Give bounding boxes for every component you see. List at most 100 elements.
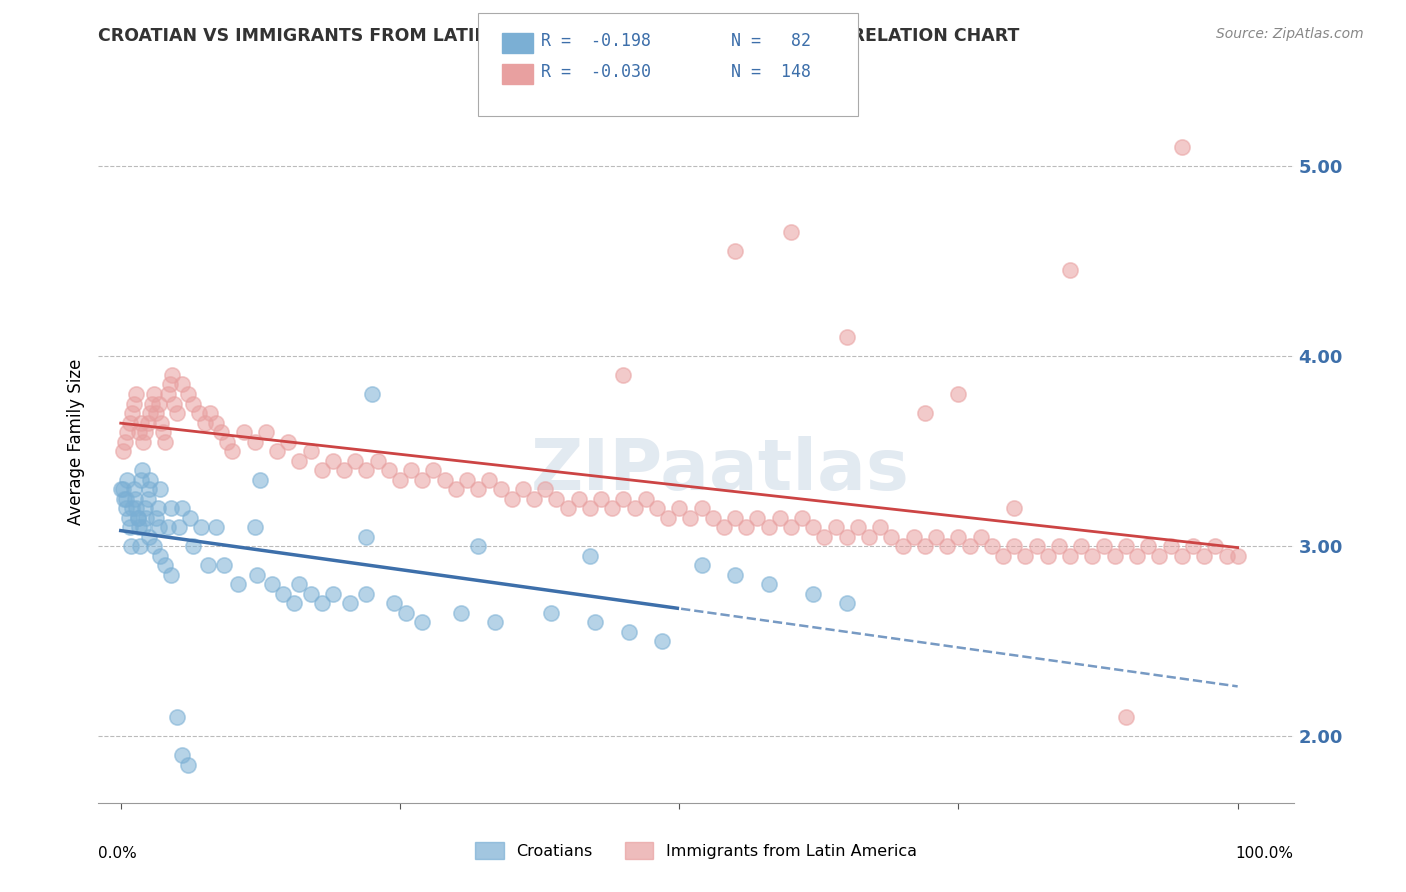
Point bbox=[243, 520, 266, 534]
Point bbox=[129, 416, 152, 430]
Point bbox=[612, 368, 634, 382]
Point bbox=[540, 606, 562, 620]
Point bbox=[138, 482, 160, 496]
Point bbox=[141, 396, 163, 410]
Point bbox=[1025, 539, 1047, 553]
Point bbox=[166, 406, 188, 420]
Point bbox=[145, 406, 167, 420]
Point bbox=[311, 596, 333, 610]
Point bbox=[128, 539, 150, 553]
Point bbox=[925, 530, 948, 544]
Point bbox=[668, 501, 690, 516]
Point bbox=[891, 539, 914, 553]
Point bbox=[1115, 539, 1137, 553]
Point bbox=[612, 491, 634, 506]
Point bbox=[645, 501, 668, 516]
Point bbox=[172, 748, 194, 763]
Point bbox=[299, 587, 322, 601]
Point bbox=[132, 434, 155, 449]
Point bbox=[835, 530, 858, 544]
Point bbox=[1149, 549, 1171, 563]
Point bbox=[179, 510, 201, 524]
Point bbox=[127, 510, 149, 524]
Point bbox=[118, 416, 141, 430]
Point bbox=[322, 587, 344, 601]
Point bbox=[880, 530, 903, 544]
Point bbox=[190, 520, 212, 534]
Point bbox=[948, 530, 970, 544]
Point bbox=[232, 425, 254, 439]
Point bbox=[209, 425, 232, 439]
Point bbox=[160, 501, 183, 516]
Point bbox=[111, 482, 134, 496]
Point bbox=[134, 425, 156, 439]
Point bbox=[579, 549, 602, 563]
Point bbox=[467, 539, 489, 553]
Point bbox=[155, 558, 177, 573]
Point bbox=[546, 491, 568, 506]
Point bbox=[110, 482, 132, 496]
Point bbox=[579, 501, 602, 516]
Point bbox=[121, 406, 143, 420]
Point bbox=[970, 530, 993, 544]
Point bbox=[143, 387, 166, 401]
Point bbox=[1059, 549, 1081, 563]
Point bbox=[388, 473, 411, 487]
Text: R =  -0.030: R = -0.030 bbox=[541, 63, 651, 81]
Point bbox=[197, 558, 219, 573]
Point bbox=[1047, 539, 1070, 553]
Point bbox=[846, 520, 869, 534]
Point bbox=[444, 482, 467, 496]
Point bbox=[121, 501, 143, 516]
Point bbox=[394, 606, 416, 620]
Point bbox=[356, 530, 378, 544]
Point bbox=[128, 425, 150, 439]
Point bbox=[747, 510, 769, 524]
Point bbox=[356, 587, 378, 601]
Point bbox=[148, 396, 170, 410]
Point bbox=[858, 530, 880, 544]
Text: CROATIAN VS IMMIGRANTS FROM LATIN AMERICA AVERAGE FAMILY SIZE CORRELATION CHART: CROATIAN VS IMMIGRANTS FROM LATIN AMERIC… bbox=[98, 27, 1019, 45]
Point bbox=[204, 520, 226, 534]
Point bbox=[177, 757, 200, 772]
Point bbox=[959, 539, 981, 553]
Point bbox=[271, 587, 294, 601]
Point bbox=[1070, 539, 1092, 553]
Point bbox=[288, 453, 311, 467]
Point bbox=[138, 530, 160, 544]
Point bbox=[690, 501, 713, 516]
Point bbox=[149, 416, 172, 430]
Point bbox=[115, 501, 138, 516]
Text: 100.0%: 100.0% bbox=[1236, 847, 1294, 861]
Point bbox=[735, 520, 758, 534]
Point bbox=[322, 453, 344, 467]
Point bbox=[160, 567, 183, 582]
Point bbox=[835, 330, 858, 344]
Point bbox=[1126, 549, 1149, 563]
Point bbox=[163, 396, 186, 410]
Point bbox=[450, 606, 472, 620]
Point bbox=[467, 482, 489, 496]
Point bbox=[557, 501, 579, 516]
Point bbox=[758, 520, 780, 534]
Point bbox=[356, 463, 378, 477]
Point bbox=[134, 501, 156, 516]
Point bbox=[702, 510, 724, 524]
Point bbox=[139, 406, 162, 420]
Point bbox=[869, 520, 891, 534]
Point bbox=[617, 624, 640, 639]
Point bbox=[124, 491, 146, 506]
Point bbox=[187, 406, 209, 420]
Point bbox=[914, 539, 936, 553]
Text: R =  -0.198: R = -0.198 bbox=[541, 32, 651, 50]
Point bbox=[378, 463, 401, 477]
Point bbox=[148, 520, 170, 534]
Point bbox=[167, 520, 190, 534]
Point bbox=[339, 596, 361, 610]
Point bbox=[117, 425, 139, 439]
Text: 0.0%: 0.0% bbox=[98, 847, 138, 861]
Point bbox=[172, 501, 194, 516]
Point bbox=[1014, 549, 1036, 563]
Point bbox=[277, 434, 299, 449]
Point bbox=[568, 491, 591, 506]
